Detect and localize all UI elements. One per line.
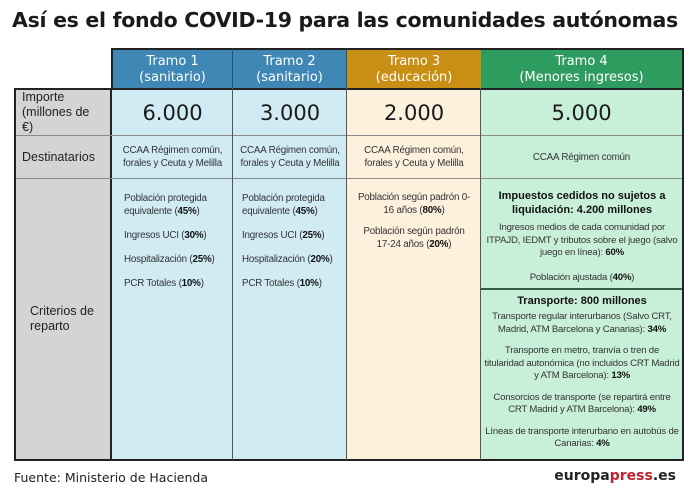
destinatarios-tramo-3: CCAA Régimen común, forales y Ceuta y Me… [347, 136, 481, 178]
tramo-1-type: (sanitario) [139, 69, 206, 85]
tramo-4-name: Tramo 4 [555, 53, 608, 69]
header-tramo-3: Tramo 3 (educación) [347, 48, 481, 89]
destinatarios-tramo-4: CCAA Régimen común [481, 136, 682, 178]
label-importe: Importe (millones de €) [16, 90, 111, 135]
importe-tramo-3: 2.000 [347, 90, 481, 135]
criterio-item: Población según padrón 17-24 años (20%) [363, 226, 465, 250]
criterio-item: Hospitalización (20%) [242, 254, 333, 265]
importe-tramo-1: 6.000 [112, 90, 233, 135]
criterio-item: Población protegida equivalente (45%) [124, 193, 207, 217]
criterio-item: Población ajustada (40%) [529, 271, 635, 283]
label-criterios: Criterios de reparto [16, 179, 111, 459]
tramo-2-type: (sanitario) [256, 69, 323, 85]
destinatarios-tramo-2: CCAA Régimen común, forales y Ceuta y Me… [233, 136, 347, 178]
criterios-tramo-4 [481, 179, 682, 459]
criterio-item: Población protegida equivalente (45%) [242, 193, 325, 217]
criterio-item: Transporte regular interurbanos (Salvo C… [492, 311, 672, 335]
criterios-tramo-1: Población protegida equivalente (45%) In… [112, 179, 233, 459]
label-criterios-text: Criterios de reparto [30, 304, 94, 333]
criterio-item: Ingresos UCI (25%) [242, 230, 325, 241]
tramo-4-divider [481, 288, 682, 290]
criterio-item: Consorcios de transporte (se repartirá e… [493, 391, 671, 416]
tramo-2-name: Tramo 2 [263, 53, 316, 69]
transporte-block: Transporte: 800 millones Transporte regu… [484, 294, 680, 460]
destinatarios-tramo-1: CCAA Régimen común, forales y Ceuta y Me… [112, 136, 233, 178]
row-divider [16, 178, 682, 179]
tramo-4-type: (Menores ingresos) [519, 69, 644, 85]
criterios-tramo-3: Población según padrón 0-16 años (80%) P… [347, 179, 481, 459]
criterio-item: Líneas de transporte interurbano en auto… [485, 425, 679, 450]
criterio-item: PCR Totales (10%) [124, 278, 204, 289]
label-destinatarios: Destinatarios [16, 136, 111, 178]
col-divider [346, 88, 347, 460]
criterio-item: Población según padrón 0-16 años (80%) [357, 192, 471, 216]
source-note: Fuente: Ministerio de Hacienda [14, 470, 209, 485]
label-destinatarios-text: Destinatarios [22, 149, 95, 164]
header-tramo-1: Tramo 1 (sanitario) [111, 48, 233, 89]
impuestos-heading: Impuestos cedidos no sujetos a liquidaci… [498, 190, 666, 216]
criterio-item: Hospitalización (25%) [124, 254, 215, 265]
tramo-1-name: Tramo 1 [146, 53, 199, 69]
criterio-item: Ingresos medios de cada comunidad por IT… [486, 222, 678, 258]
col-divider [480, 88, 481, 460]
criterio-item: PCR Totales (10%) [242, 278, 322, 289]
importe-tramo-4: 5.000 [481, 90, 682, 135]
label-importe-text: Importe (millones de €) [22, 90, 90, 134]
col-divider [232, 88, 233, 460]
transporte-heading: Transporte: 800 millones [517, 295, 647, 307]
page-title: Así es el fondo COVID-19 para las comuni… [12, 8, 678, 32]
header-tramo-4: Tramo 4 (Menores ingresos) [481, 48, 684, 89]
label-divider [110, 88, 112, 461]
row-divider [16, 135, 682, 136]
brand-logo: europapress.es [554, 468, 676, 484]
tramo-3-name: Tramo 3 [387, 53, 441, 69]
criterio-item: Transporte en metro, tranvía o tren de t… [484, 345, 680, 381]
header-tramo-2: Tramo 2 (sanitario) [233, 48, 347, 89]
table-frame [14, 88, 684, 461]
criterio-item: Ingresos UCI (30%) [124, 230, 207, 241]
tramo-3-type: (educación) [375, 69, 453, 85]
criterios-tramo-2: Población protegida equivalente (45%) In… [233, 179, 347, 459]
impuestos-block: Impuestos cedidos no sujetos a liquidaci… [486, 189, 678, 293]
importe-tramo-2: 3.000 [233, 90, 347, 135]
